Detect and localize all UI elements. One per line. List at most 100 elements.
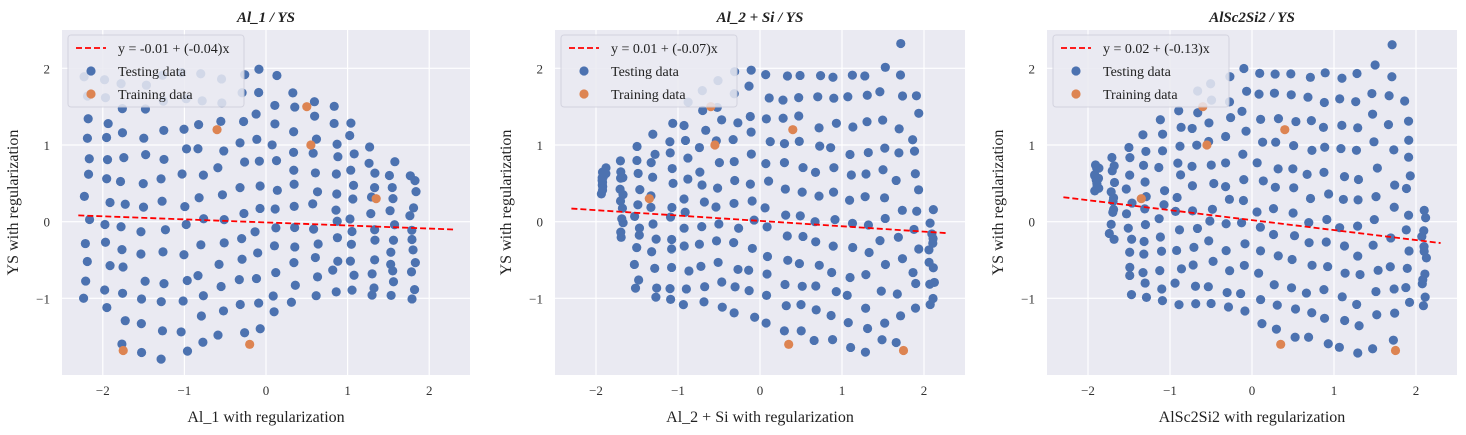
testing-point: [830, 214, 840, 225]
testing-point: [1239, 260, 1249, 271]
testing-point: [310, 111, 320, 121]
testing-point: [333, 256, 343, 266]
testing-point: [309, 224, 319, 234]
testing-point: [684, 266, 694, 276]
testing-point: [82, 256, 92, 267]
legend-testing-swatch: [86, 66, 96, 76]
testing-point: [255, 203, 265, 214]
legend-testing-label: Testing data: [118, 65, 187, 80]
testing-point: [845, 272, 855, 283]
testing-point: [1208, 256, 1218, 266]
testing-point: [289, 201, 299, 211]
testing-point: [1223, 302, 1234, 312]
testing-point: [1239, 174, 1249, 185]
testing-point: [1319, 97, 1329, 108]
testing-point: [1367, 88, 1377, 99]
testing-point: [1339, 241, 1350, 251]
testing-point: [1258, 176, 1268, 186]
testing-point: [846, 170, 856, 180]
testing-point: [117, 288, 128, 298]
testing-point: [346, 239, 356, 249]
testing-point: [78, 293, 89, 303]
testing-point: [1187, 161, 1197, 171]
testing-point: [863, 147, 873, 158]
testing-point: [1156, 246, 1167, 256]
x-axis-label: AlSc2Si2 with regularization: [1159, 409, 1346, 426]
testing-point: [1307, 145, 1317, 155]
testing-point: [1289, 231, 1300, 241]
testing-point: [1307, 308, 1317, 318]
legend-box: [560, 34, 738, 108]
testing-point: [878, 115, 888, 125]
chart-title: Al_2 + Si / YS: [716, 10, 804, 26]
testing-point: [1368, 240, 1378, 250]
testing-point: [199, 214, 209, 224]
testing-point: [1303, 332, 1314, 342]
training-point: [898, 345, 909, 356]
testing-point: [744, 81, 754, 91]
testing-point: [329, 118, 339, 129]
testing-point: [750, 312, 760, 322]
testing-point: [1126, 290, 1137, 300]
legend-training-swatch: [1071, 89, 1081, 99]
testing-point: [1318, 122, 1329, 133]
legend-testing-label: Testing data: [1103, 65, 1172, 80]
legend-testing-label: Testing data: [611, 65, 680, 80]
testing-point: [747, 196, 757, 206]
testing-point: [634, 223, 645, 233]
testing-point: [1385, 262, 1395, 272]
testing-point: [897, 91, 908, 101]
training-point: [1390, 345, 1401, 356]
testing-point: [891, 337, 901, 348]
testing-point: [240, 328, 250, 338]
testing-point: [695, 167, 705, 177]
testing-point: [270, 119, 280, 129]
training-point: [788, 125, 798, 135]
testing-point: [648, 172, 658, 182]
testing-point: [1155, 266, 1165, 276]
testing-point: [895, 70, 906, 80]
testing-point: [117, 128, 128, 138]
testing-point: [388, 277, 399, 287]
testing-point: [1387, 72, 1397, 82]
testing-point: [348, 180, 359, 190]
testing-point: [666, 294, 676, 305]
testing-point: [650, 263, 660, 273]
testing-point: [762, 251, 773, 262]
testing-point: [1140, 278, 1150, 288]
testing-point: [745, 111, 755, 122]
testing-point: [198, 170, 208, 180]
testing-point: [140, 276, 150, 286]
testing-point: [1090, 171, 1100, 181]
testing-point: [895, 311, 906, 321]
testing-point: [694, 142, 705, 153]
x-tick-label: 1: [344, 383, 351, 398]
testing-point: [272, 185, 282, 195]
x-tick-label: −1: [177, 383, 191, 398]
testing-point: [1373, 265, 1383, 275]
testing-point: [924, 257, 934, 267]
testing-point: [218, 306, 229, 316]
testing-point: [1170, 278, 1180, 288]
testing-point: [1351, 97, 1361, 107]
testing-point: [235, 299, 245, 310]
testing-point: [912, 206, 922, 216]
testing-point: [797, 281, 807, 291]
y-axis-label: YS with regularization: [990, 130, 1007, 276]
testing-point: [894, 124, 904, 134]
scatter-plot-svg: −2 −1 0 1 2 −1 0 1 2 AlSc2Si2 / YS AlSc2Si2 with r…: [990, 10, 1457, 426]
testing-point: [198, 291, 208, 301]
testing-point: [782, 231, 792, 241]
testing-point: [762, 222, 772, 232]
testing-point: [848, 242, 858, 253]
testing-point: [827, 267, 837, 278]
testing-point: [1125, 262, 1135, 272]
testing-point: [928, 293, 938, 304]
testing-point: [1187, 206, 1198, 216]
testing-point: [160, 225, 171, 235]
testing-point: [157, 326, 168, 336]
testing-point: [1140, 220, 1151, 230]
testing-point: [679, 241, 689, 251]
testing-point: [1370, 60, 1380, 70]
testing-point: [765, 137, 775, 147]
